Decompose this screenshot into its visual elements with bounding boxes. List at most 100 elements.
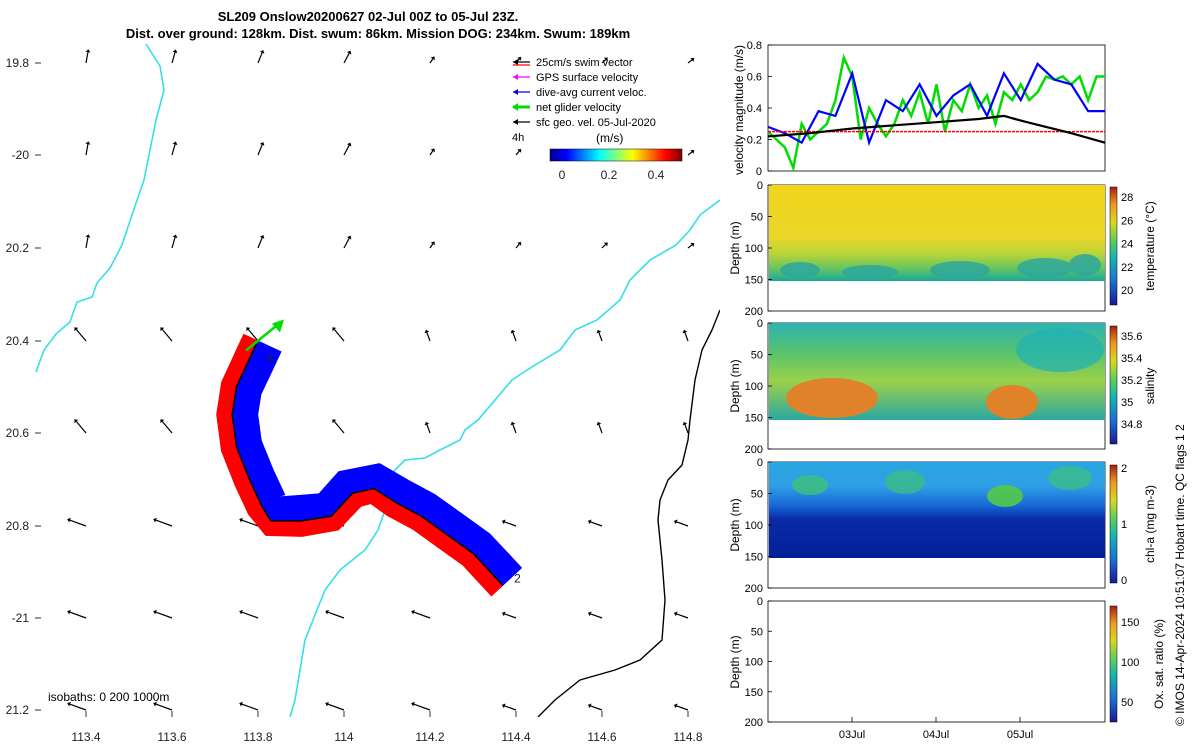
geo-arrow-head bbox=[673, 519, 678, 525]
geo-arrow bbox=[327, 611, 345, 619]
geo-arrow bbox=[504, 521, 517, 527]
geo-arrow-head bbox=[587, 519, 592, 525]
geo-arrow-head bbox=[67, 701, 71, 707]
depth-tick-label: 50 bbox=[751, 212, 763, 224]
geo-arrow-head bbox=[682, 329, 688, 334]
geo-arrow bbox=[598, 424, 603, 434]
geo-arrow bbox=[241, 703, 259, 711]
geo-arrow bbox=[429, 58, 434, 64]
temperature-cold-patches bbox=[780, 254, 1101, 279]
geo-arrow bbox=[327, 703, 345, 711]
map-ticks: 113.4 113.6 113.8 114 114.2 114.4 114.6 114.8 19… bbox=[6, 56, 703, 744]
temperature-ticks: 0 50 100 150 200 28 26 24 22 20 bbox=[745, 180, 1134, 318]
geo-arrow-head bbox=[160, 327, 165, 332]
geo-arrow-head bbox=[346, 142, 352, 147]
geo-arrow-head bbox=[332, 327, 337, 332]
geo-arrow-head bbox=[430, 56, 435, 61]
geo-arrow bbox=[85, 144, 89, 156]
geo-arrow-head bbox=[239, 609, 243, 615]
velocity-ytick-label: 0.4 bbox=[747, 103, 762, 115]
depth-tick-label: 200 bbox=[745, 306, 763, 318]
velocity-line-geo bbox=[767, 114, 1106, 144]
depth-tick-label: 50 bbox=[751, 489, 763, 501]
geo-arrow bbox=[155, 703, 173, 711]
geo-arrow bbox=[687, 244, 693, 249]
geo-arrow bbox=[257, 52, 263, 64]
colorbar-tick-2: 0.4 bbox=[648, 168, 665, 182]
velocity-ytick-label: 0.2 bbox=[747, 135, 762, 147]
geo-arrow-head bbox=[153, 517, 157, 523]
velocity-line-dive bbox=[767, 62, 1105, 147]
geo-arrow bbox=[429, 150, 434, 156]
depth-tick-label: 200 bbox=[745, 444, 763, 456]
geo-arrow-head bbox=[153, 609, 157, 615]
salinity-ticks: 0 50 100 150 200 35.6 35.4 35.2 35 34.8 bbox=[745, 318, 1143, 456]
geo-arrow bbox=[413, 611, 431, 619]
depth-tick-label: 0 bbox=[757, 596, 763, 608]
geo-arrow-head bbox=[160, 419, 165, 424]
velocity-line-net bbox=[767, 53, 1105, 173]
geo-arrow bbox=[676, 705, 689, 711]
colorbar-tick-label: 0 bbox=[1121, 575, 1127, 587]
depth-tick-label: 200 bbox=[745, 583, 763, 595]
geo-arrow-head bbox=[172, 141, 178, 146]
geo-arrow bbox=[241, 519, 259, 527]
map-legend: 25cm/s swim vector GPS surface velocity … bbox=[512, 57, 683, 182]
geo-arrow-head bbox=[74, 419, 79, 424]
geo-arrow bbox=[601, 244, 607, 249]
geo-arrow bbox=[171, 237, 176, 249]
geo-arrow bbox=[333, 421, 345, 434]
geo-arrow-head bbox=[67, 517, 71, 523]
geo-arrow bbox=[155, 519, 173, 527]
geo-arrow bbox=[85, 237, 89, 249]
chla-panel: 0 50 100 150 200 2 1 0 Depth (m) chl-a (mg m-3) bbox=[728, 457, 1157, 595]
map-ytick-label: 20.6 bbox=[6, 426, 30, 440]
temperature-panel: 0 50 100 150 200 28 26 24 22 20 Depth (m) tempera… bbox=[728, 180, 1157, 318]
geo-arrow-head bbox=[603, 242, 608, 247]
geo-arrow-head bbox=[246, 327, 251, 332]
geo-arrow bbox=[241, 611, 259, 619]
geo-arrow-head bbox=[411, 701, 415, 707]
salinity-ylabel: Depth (m) bbox=[728, 359, 742, 412]
geo-arrow bbox=[69, 703, 87, 711]
depth-tick-label: 100 bbox=[745, 381, 763, 393]
oxygen-axes bbox=[767, 600, 1106, 723]
legend-net: net glider velocity bbox=[536, 102, 621, 114]
map-xtick-label: 114.8 bbox=[673, 730, 702, 744]
track-label-start: 6 bbox=[267, 352, 274, 366]
geo-arrow bbox=[504, 613, 517, 619]
geo-arrow-head bbox=[517, 56, 522, 61]
geo-arrow-head bbox=[596, 421, 602, 426]
colorbar-tick-label: 20 bbox=[1121, 285, 1133, 297]
geo-arrow-head bbox=[690, 149, 695, 154]
geo-arrow bbox=[676, 521, 689, 527]
colorbar-tick-1: 0.2 bbox=[601, 168, 618, 182]
geo-arrow bbox=[155, 611, 173, 619]
geo-arrow bbox=[512, 332, 517, 342]
colorbar-tick-label: 22 bbox=[1121, 262, 1133, 274]
map-xtick-label: 113.6 bbox=[157, 730, 186, 744]
geo-arrow-head bbox=[673, 703, 678, 709]
geo-arrow-head bbox=[239, 701, 243, 707]
depth-tick-label: 150 bbox=[745, 413, 763, 425]
velocity-ytick-label: 0 bbox=[756, 166, 762, 178]
geo-arrow bbox=[676, 613, 689, 619]
chla-colorbar bbox=[1109, 464, 1118, 584]
geo-arrow bbox=[512, 424, 517, 434]
salinity-panel: 0 50 100 150 200 35.6 35.4 35.2 35 34.8 Depth (m)… bbox=[728, 318, 1157, 456]
geo-arrow bbox=[257, 144, 263, 156]
geo-arrow bbox=[343, 238, 350, 249]
colorbar-tick-label: 100 bbox=[1121, 657, 1139, 669]
title-line-2: Dist. over ground: 128km. Dist. swum: 86… bbox=[126, 26, 630, 41]
geo-arrow-head bbox=[346, 235, 352, 240]
depth-tick-label: 150 bbox=[745, 687, 763, 699]
glider-track: 62 bbox=[216, 319, 523, 597]
geo-arrow-head bbox=[517, 241, 522, 246]
salinity-colorbar bbox=[1109, 325, 1118, 445]
depth-tick-label: 50 bbox=[751, 350, 763, 362]
geo-arrow bbox=[684, 332, 689, 342]
map-xtick-label: 114 bbox=[334, 730, 353, 744]
map-xtick-label: 114.2 bbox=[415, 730, 444, 744]
track-label-end: 2 bbox=[514, 572, 521, 586]
geo-arrow-head bbox=[587, 611, 592, 617]
